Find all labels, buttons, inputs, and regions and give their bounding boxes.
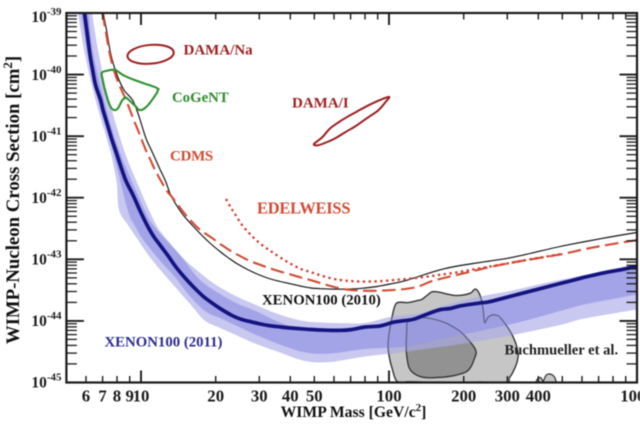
svg-text:400: 400 bbox=[526, 387, 551, 406]
svg-text:XENON100 (2010): XENON100 (2010) bbox=[262, 293, 381, 309]
svg-text:100: 100 bbox=[376, 387, 401, 406]
svg-text:DAMA/Na: DAMA/Na bbox=[184, 43, 254, 59]
svg-text:200: 200 bbox=[451, 387, 476, 406]
svg-text:WIMP Mass [GeV/c2]: WIMP Mass [GeV/c2] bbox=[281, 402, 427, 421]
svg-text:6: 6 bbox=[82, 387, 90, 406]
svg-text:10: 10 bbox=[133, 387, 150, 406]
svg-text:300: 300 bbox=[495, 387, 520, 406]
svg-text:8: 8 bbox=[113, 387, 121, 406]
svg-text:50: 50 bbox=[306, 387, 323, 406]
svg-text:DAMA/I: DAMA/I bbox=[292, 96, 349, 112]
svg-text:EDELWEISS: EDELWEISS bbox=[257, 199, 350, 218]
svg-text:WIMP-Nucleon Cross Section [cm: WIMP-Nucleon Cross Section [cm2] bbox=[0, 56, 24, 344]
svg-text:7: 7 bbox=[98, 387, 106, 406]
svg-text:20: 20 bbox=[207, 387, 224, 406]
svg-text:Buchmueller et al.: Buchmueller et al. bbox=[505, 343, 619, 359]
svg-text:30: 30 bbox=[251, 387, 268, 406]
svg-text:CDMS: CDMS bbox=[170, 149, 213, 165]
svg-text:1000: 1000 bbox=[620, 387, 640, 406]
svg-text:9: 9 bbox=[126, 387, 134, 406]
svg-text:XENON100 (2011): XENON100 (2011) bbox=[105, 334, 223, 350]
svg-text:CoGeNT: CoGeNT bbox=[172, 90, 229, 106]
svg-text:40: 40 bbox=[282, 387, 299, 406]
